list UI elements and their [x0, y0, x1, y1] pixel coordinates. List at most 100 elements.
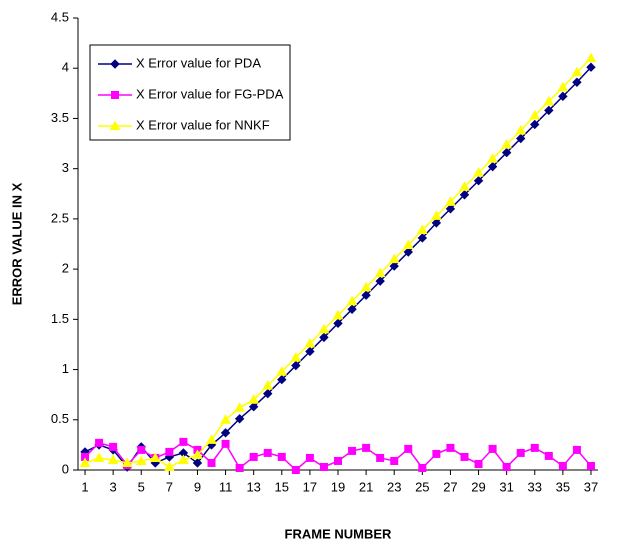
x-axis-title: FRAME NUMBER — [285, 526, 392, 541]
point — [360, 281, 372, 292]
y-axis-title: ERROR VALUE IN X — [9, 182, 24, 305]
point — [333, 318, 343, 329]
point — [135, 455, 147, 465]
y-tick-label: 4.5 — [51, 9, 69, 24]
point — [121, 457, 133, 467]
point — [516, 448, 525, 457]
point — [403, 247, 413, 257]
point — [277, 452, 286, 461]
point — [319, 462, 328, 471]
legend-label: X Error value for PDA — [136, 55, 261, 70]
point — [487, 153, 498, 163]
point — [332, 309, 344, 320]
point — [206, 434, 217, 444]
point — [474, 459, 483, 468]
point — [586, 62, 596, 72]
point — [149, 452, 161, 462]
point — [529, 109, 541, 120]
point — [192, 458, 203, 468]
legend-marker — [110, 59, 120, 69]
point — [404, 444, 413, 453]
point — [432, 449, 441, 458]
point — [220, 428, 231, 438]
x-tick-label: 9 — [194, 479, 201, 494]
point — [487, 161, 498, 172]
point — [263, 388, 273, 399]
point — [459, 181, 470, 191]
point — [319, 332, 329, 343]
point — [515, 124, 527, 135]
point — [334, 456, 342, 465]
point — [234, 414, 245, 424]
y-tick-label: 3 — [62, 160, 69, 175]
point — [572, 77, 582, 87]
point — [416, 224, 428, 234]
x-tick-label: 31 — [499, 479, 513, 494]
point — [431, 218, 442, 228]
point — [431, 210, 442, 220]
legend-label: X Error value for FG-PDA — [136, 86, 284, 101]
point — [558, 461, 567, 470]
point — [571, 66, 583, 77]
y-tick-label: 2.5 — [51, 210, 69, 225]
x-tick-label: 35 — [556, 479, 570, 494]
x-tick-label: 23 — [387, 479, 401, 494]
point — [346, 295, 358, 306]
point — [318, 323, 330, 334]
point — [445, 196, 456, 206]
point — [263, 448, 272, 457]
point — [305, 346, 315, 357]
point — [277, 374, 287, 385]
point — [586, 461, 595, 470]
point — [221, 439, 230, 448]
point — [460, 452, 469, 461]
x-tick-label: 3 — [110, 479, 117, 494]
point — [544, 105, 554, 116]
point — [93, 452, 105, 462]
point — [235, 463, 244, 472]
point — [502, 462, 511, 471]
x-tick-label: 27 — [443, 479, 457, 494]
point — [389, 261, 399, 271]
point — [291, 466, 300, 474]
point — [530, 119, 540, 130]
point — [418, 463, 427, 472]
x-tick-label: 29 — [471, 479, 485, 494]
point — [501, 139, 513, 149]
point — [445, 204, 456, 214]
point — [543, 95, 555, 106]
x-tick-label: 5 — [138, 479, 145, 494]
x-tick-label: 21 — [359, 479, 373, 494]
point — [179, 437, 188, 446]
point — [163, 461, 175, 471]
point — [220, 414, 231, 424]
point — [374, 267, 386, 278]
series-line — [84, 440, 592, 472]
point — [304, 337, 316, 348]
point — [362, 443, 371, 452]
point — [192, 449, 203, 459]
point — [390, 456, 399, 465]
point — [248, 402, 259, 412]
point — [348, 446, 357, 455]
y-tick-label: 2 — [62, 261, 69, 276]
x-tick-label: 13 — [246, 479, 260, 494]
y-tick-label: 3.5 — [51, 110, 69, 125]
x-tick-label: 15 — [275, 479, 289, 494]
y-tick-label: 0 — [62, 461, 69, 476]
point — [375, 276, 385, 286]
point — [446, 443, 455, 452]
point — [107, 454, 119, 464]
point — [262, 380, 274, 390]
point — [501, 147, 512, 158]
point — [585, 52, 597, 63]
point — [95, 438, 104, 447]
point — [234, 402, 245, 412]
point — [361, 290, 371, 300]
point — [544, 451, 553, 460]
point — [515, 133, 526, 144]
point — [249, 452, 258, 461]
y-tick-label: 4 — [62, 60, 69, 75]
x-tick-label: 1 — [81, 479, 88, 494]
